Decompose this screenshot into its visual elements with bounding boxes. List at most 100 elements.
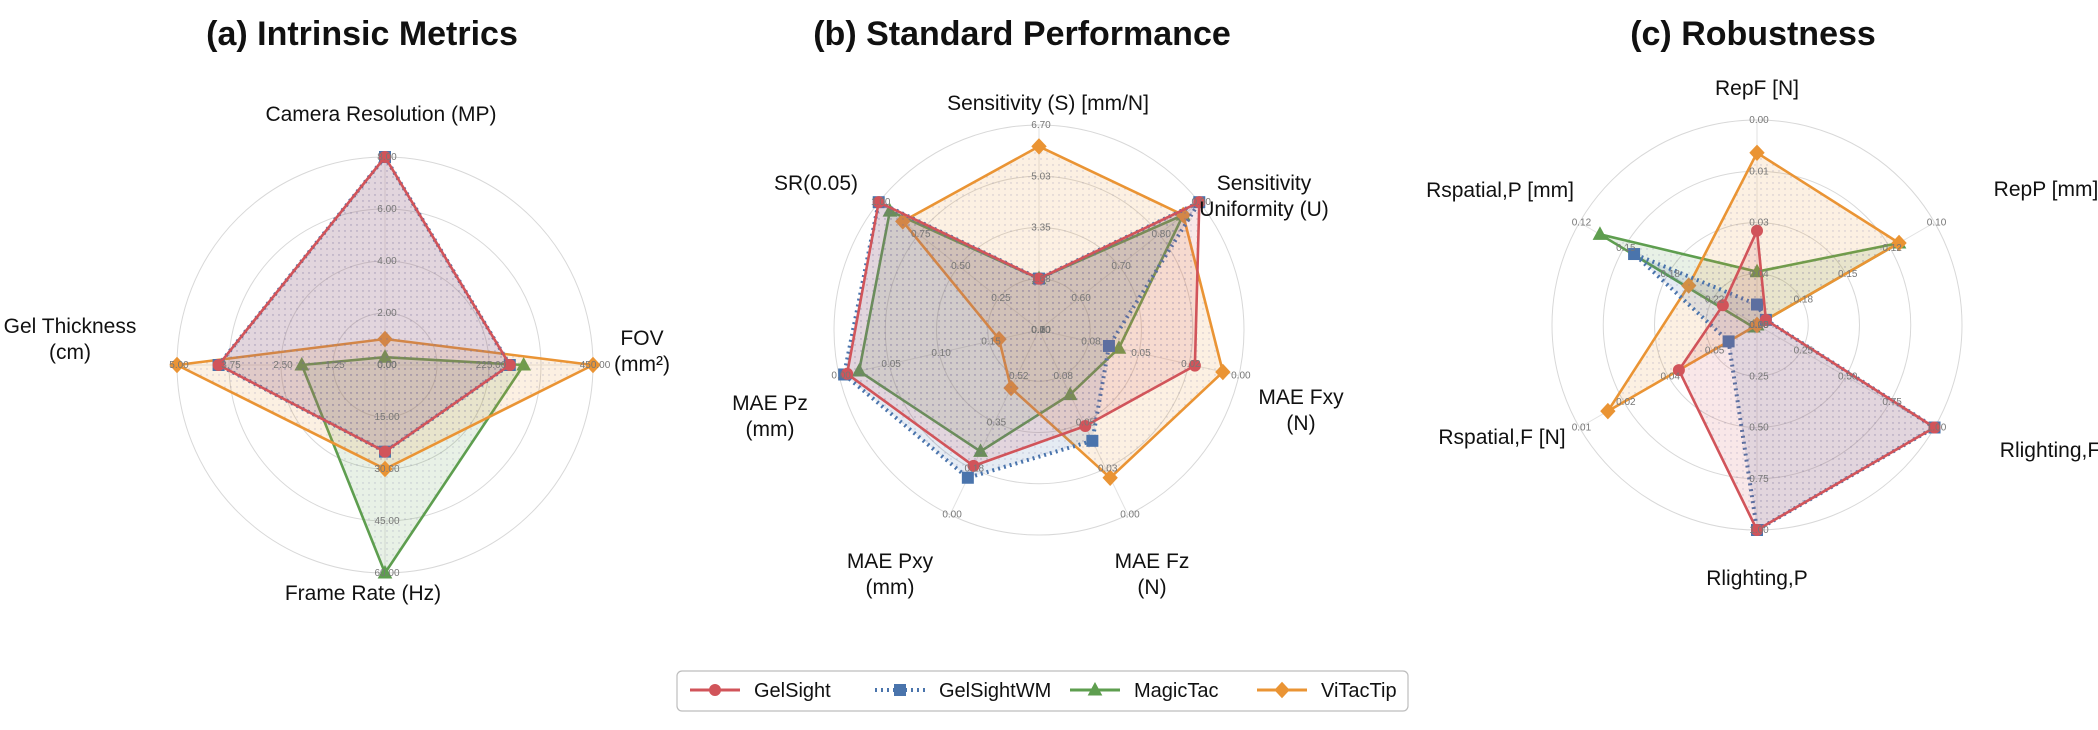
tick-label: 0.60 xyxy=(1071,293,1091,304)
axis-label: MAE Pz (mm) xyxy=(732,392,808,441)
tick-label: 0.25 xyxy=(1749,371,1769,382)
tick-label: 0.25 xyxy=(1794,346,1814,357)
tick-label: 0.08 xyxy=(1054,371,1074,382)
tick-label: 0.18 xyxy=(965,464,985,475)
tick-label: 0.15 xyxy=(1616,243,1636,254)
tick-label: 0.10 xyxy=(1927,218,1947,229)
tick-label: 0.08 xyxy=(1081,336,1101,347)
axis-label: Sensitivity Uniformity (U) xyxy=(1199,172,1329,221)
series-gelsight xyxy=(1672,224,1941,536)
panel-title: (b) Standard Performance xyxy=(813,15,1231,53)
tick-label: 0.06 xyxy=(1749,320,1769,331)
tick-label: 0.04 xyxy=(1660,371,1680,382)
axis-label: SR(0.05) xyxy=(774,172,858,195)
series-point xyxy=(1600,402,1616,420)
axis-label: FOV (mm²) xyxy=(614,327,670,376)
series-point xyxy=(1928,421,1941,434)
tick-label: 6.70 xyxy=(1031,120,1051,131)
series-point xyxy=(1672,364,1685,377)
tick-label: 0.02 xyxy=(1616,397,1636,408)
tick-label: 0.75 xyxy=(1882,397,1902,408)
legend-marker xyxy=(1274,681,1290,699)
tick-label: 1.00 xyxy=(871,197,891,208)
legend: GelSight GelSightWM MagicTac ViTacTip xyxy=(676,670,1409,712)
tick-label: 0.10 xyxy=(1031,325,1051,336)
tick-label: 0.03 xyxy=(1098,464,1118,475)
series-point xyxy=(1188,359,1201,372)
series-point xyxy=(169,356,185,374)
tick-label: 0.90 xyxy=(1192,197,1212,208)
series-point xyxy=(1079,420,1092,433)
tick-label: 0.04 xyxy=(1749,269,1769,280)
series-point xyxy=(1193,196,1206,209)
tick-label: 2.00 xyxy=(377,308,397,319)
tick-label: 6.00 xyxy=(377,204,397,215)
series-point xyxy=(1751,224,1763,237)
series-point xyxy=(1759,313,1772,326)
panel-title: (c) Robustness xyxy=(1630,15,1876,53)
tick-label: 0.00 xyxy=(1749,320,1769,331)
series-point xyxy=(585,356,601,374)
series-point xyxy=(503,359,516,371)
tick-label: 1.25 xyxy=(325,360,345,371)
tick-label: 0.01 xyxy=(1749,166,1769,177)
series-point xyxy=(1751,524,1763,536)
series-point xyxy=(1749,144,1765,162)
axis-label: Frame Rate (Hz) xyxy=(285,582,441,605)
tick-label: 0.75 xyxy=(1749,474,1769,485)
tick-label: 0.05 xyxy=(1076,417,1096,428)
tick-label: 0.05 xyxy=(881,359,901,370)
tick-label: 0.25 xyxy=(991,293,1011,304)
tick-label: 5.00 xyxy=(169,360,189,371)
series-hatch xyxy=(1678,230,1935,530)
series-point xyxy=(961,471,974,484)
tick-label: 4.00 xyxy=(377,256,397,267)
tick-label: 0.35 xyxy=(987,417,1007,428)
tick-label: 0.00 xyxy=(377,360,397,371)
legend-marker xyxy=(1087,681,1103,696)
tick-label: 0.00 xyxy=(1031,325,1051,336)
tick-label: 0.01 xyxy=(1572,423,1592,434)
tick-label: 0.00 xyxy=(1031,325,1051,336)
series-hatch xyxy=(218,157,510,452)
series-point xyxy=(1033,272,1045,285)
series-outline xyxy=(845,200,1201,468)
tick-label: 0.05 xyxy=(1131,348,1151,359)
series-point xyxy=(967,459,980,472)
legend-label: MagicTac xyxy=(1134,680,1218,702)
tick-label: 1.68 xyxy=(1031,274,1051,285)
tick-label: 0.22 xyxy=(1705,294,1725,305)
tick-label: 0.00 xyxy=(942,510,962,521)
tick-label: 0.12 xyxy=(1882,243,1902,254)
series-point xyxy=(1891,234,1907,252)
series-gelsight xyxy=(212,151,516,458)
tick-label: 0.00 xyxy=(377,360,397,371)
tick-label: 0.50 xyxy=(1031,325,1051,336)
legend-entry-vitactip: ViTacTip xyxy=(1257,680,1397,702)
legend-marker xyxy=(894,684,906,696)
tick-label: 0.00 xyxy=(1231,371,1251,382)
tick-label: 0.00 xyxy=(377,360,397,371)
tick-label: 0.70 xyxy=(1031,325,1051,336)
series-point xyxy=(379,151,391,163)
axis-label: Camera Resolution (MP) xyxy=(265,103,496,126)
tick-label: 0.05 xyxy=(1749,320,1769,331)
series-point xyxy=(379,445,391,458)
series-point xyxy=(1102,469,1118,486)
axis-label: Rlighting,P xyxy=(1706,567,1808,590)
tick-label: 0.18 xyxy=(1794,294,1814,305)
tick-label: 0.70 xyxy=(1111,261,1131,272)
tick-label: 0.00 xyxy=(1120,510,1140,521)
legend-label: GelSightWM xyxy=(939,680,1051,702)
tick-label: 0.50 xyxy=(951,261,971,272)
axis-label: Rspatial,F [N] xyxy=(1438,426,1565,449)
series-gelsight xyxy=(841,196,1206,472)
panel-standard-performance: (b) Standard Performance 0.00 1.68 3.35 5.03… xyxy=(732,15,1344,599)
tick-label: 0.00 xyxy=(1749,320,1769,331)
series-point xyxy=(1215,363,1231,381)
axis-label: RepP [mm] xyxy=(1994,178,2098,201)
tick-label: 0.02 xyxy=(1181,359,1201,370)
axis-label: MAE Fz (N) xyxy=(1115,550,1190,599)
tick-label: 1.00 xyxy=(1927,423,1947,434)
